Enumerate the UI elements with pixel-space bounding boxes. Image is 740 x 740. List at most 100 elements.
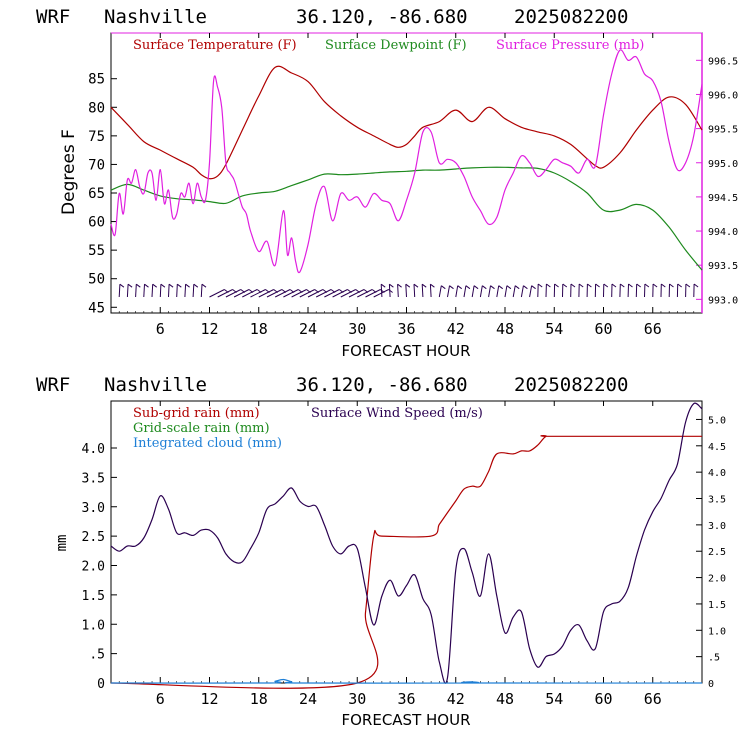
wind-barb [315, 289, 332, 298]
legend-gridscale-rain: Grid-scale rain (mm) [133, 421, 270, 436]
wind-barb [324, 289, 340, 298]
y2-tick-label: 994.0 [708, 227, 738, 238]
x-tick-label: 12 [200, 320, 218, 338]
wind-barb-flag [457, 285, 463, 290]
legend-integrated-cloud: Integrated cloud (mm) [133, 436, 282, 451]
wind-barb-flag [578, 283, 584, 288]
series-line-surface-dewpoint-f [110, 166, 703, 271]
series-line-surface-wind-speed-m-s [110, 402, 703, 684]
wind-barb [250, 289, 266, 298]
x-tick-label: 60 [594, 320, 612, 338]
wind-barb-flag [498, 285, 504, 290]
wind-barb [455, 285, 459, 298]
wind-barb [225, 289, 242, 298]
wind-barb [192, 284, 195, 298]
wind-barb-flag [119, 283, 125, 288]
header-coords: 36.120, -86.680 [296, 6, 468, 28]
wind-barb [438, 285, 442, 298]
x-tick-label: 42 [447, 320, 465, 338]
legend-wind-speed: Surface Wind Speed (m/s) [311, 406, 483, 421]
wind-barb-flag [421, 283, 427, 288]
wind-barb-flag [660, 283, 666, 288]
wind-barb [200, 284, 203, 298]
y2-tick-label: 3.0 [708, 521, 726, 532]
series-line-integrated-cloud-mm [110, 678, 703, 684]
wind-barb-flag [603, 283, 609, 288]
wind-barb-flag [388, 289, 393, 293]
wind-barb-flag [595, 283, 600, 288]
wind-barb-flag [677, 283, 683, 288]
wind-barb [520, 285, 524, 298]
y-tick-label: 2.5 [82, 530, 105, 545]
wind-barb-flag [127, 283, 133, 288]
wind-barb-flag [562, 283, 568, 288]
y-tick-label: 80 [88, 100, 105, 116]
wind-barb-flag [685, 283, 691, 288]
y-tick-label: 3.5 [82, 471, 105, 486]
header-run: 2025082200 [514, 374, 628, 396]
wind-barb [357, 289, 373, 298]
series-line-sub-grid-rain-mm [110, 435, 702, 689]
y2-tick-label: 996.0 [708, 90, 738, 101]
wind-barb [373, 289, 389, 298]
wind-barb-flag [570, 283, 576, 288]
x-tick-label: 54 [545, 690, 563, 708]
wind-barb-flag [168, 283, 174, 288]
legend-temperature: Surface Temperature (F) [133, 38, 297, 53]
y-tick-label: 1.5 [82, 589, 105, 604]
y2-tick-label: 1.5 [708, 600, 726, 611]
wind-barb-flag [644, 283, 650, 288]
wind-barb [388, 284, 391, 298]
legend-pressure: Surface Pressure (mb) [496, 38, 644, 53]
wind-barb-flag [587, 283, 592, 288]
series-line-surface-pressure-mb [110, 49, 703, 274]
wind-barb-flag [652, 283, 658, 288]
wind-barb-flag [537, 283, 543, 288]
wind-barb [266, 289, 283, 298]
wind-barb-flag [430, 283, 435, 288]
legend-subgrid-rain: Sub-grid rain (mm) [133, 406, 260, 421]
header-coords: 36.120, -86.680 [296, 374, 468, 396]
header-location: Nashville [104, 6, 207, 28]
y2-tick-label: 993.5 [708, 261, 738, 272]
wind-barb [168, 284, 170, 298]
wind-barb [488, 285, 491, 298]
wind-barb-flag [554, 283, 559, 288]
wind-barb [397, 284, 399, 298]
y2-tick-label: 1.0 [708, 626, 726, 637]
wind-barb [209, 289, 225, 298]
y2-tick-label: 2.0 [708, 574, 726, 585]
wind-barb-flag [144, 283, 149, 288]
wind-barb [405, 284, 407, 298]
wind-barbs [118, 283, 699, 298]
x-tick-label: 48 [496, 690, 514, 708]
wind-barb [118, 284, 121, 298]
wind-barb [126, 284, 129, 298]
y-tick-label: 70 [88, 157, 105, 173]
y-tick-label: 60 [88, 215, 105, 231]
y-tick-label: 2.0 [82, 560, 105, 575]
wind-barb-flag [185, 283, 190, 288]
wind-barb-flag [449, 285, 454, 290]
wind-barb [447, 285, 450, 298]
wind-barb [242, 289, 258, 298]
x-tick-label: 30 [348, 320, 366, 338]
wind-barb [135, 284, 137, 298]
x-tick-label: 66 [644, 690, 662, 708]
wind-barb-flag [160, 283, 166, 288]
y2-tick-label: 0 [708, 679, 714, 690]
wind-barb [274, 289, 291, 298]
y-tick-label: 1.0 [82, 618, 105, 633]
y-tick-label: 55 [88, 243, 105, 259]
header-location: Nashville [104, 374, 207, 396]
wind-barb [176, 284, 178, 298]
y-tick-label: 75 [88, 129, 105, 145]
wind-barb [332, 289, 348, 298]
wind-barb-flag [514, 285, 520, 290]
x-tick-label: 36 [397, 690, 415, 708]
y-tick-label: 85 [88, 72, 105, 88]
x-tick-label: 42 [447, 690, 465, 708]
wind-barb-flag [669, 283, 674, 288]
wind-barb-flag [611, 283, 617, 288]
